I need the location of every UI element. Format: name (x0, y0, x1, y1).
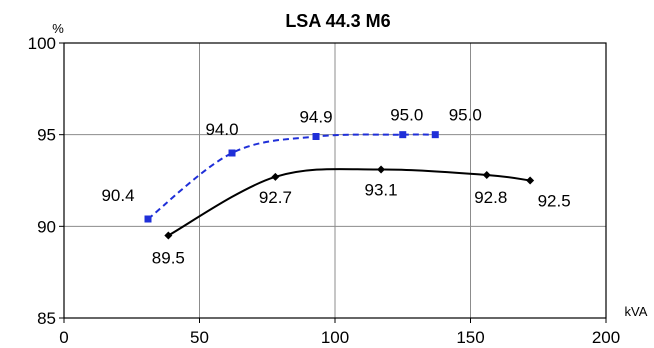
series-2-marker (526, 176, 535, 185)
series-1-marker (431, 131, 439, 139)
data-label: 94.0 (205, 120, 238, 139)
y-tick-label: 100 (28, 34, 56, 53)
series-layer (144, 131, 535, 240)
y-tick-label: 90 (37, 217, 56, 236)
series-2-marker (377, 165, 386, 174)
data-label: 94.9 (299, 108, 332, 127)
data-labels: 90.4 94.0 94.9 95.0 95.0 89.5 92.7 93.1 92.8 92.5 (101, 106, 570, 268)
x-tick-label: 100 (321, 328, 349, 347)
x-tick-label: 150 (456, 328, 484, 347)
data-label: 92.7 (259, 188, 292, 207)
tick-labels: 0 50 100 150 200 85 90 95 100 (28, 34, 621, 347)
y-axis-unit-label: % (52, 21, 64, 36)
series-2-marker (482, 171, 491, 179)
data-label: 89.5 (152, 249, 185, 268)
data-label: 93.1 (365, 181, 398, 200)
x-tick-label: 200 (592, 328, 620, 347)
data-label: 92.5 (538, 192, 571, 211)
series-2-line (167, 168, 531, 237)
data-label: 92.8 (474, 188, 507, 207)
x-tick-label: 50 (190, 328, 209, 347)
series-1-marker (399, 131, 407, 139)
x-axis-unit-label: kVA (625, 304, 648, 319)
y-tick-label: 95 (37, 126, 56, 145)
y-tick-label: 85 (37, 309, 56, 328)
series-2-marker (271, 172, 280, 181)
chart-title: LSA 44.3 M6 (285, 11, 390, 31)
x-tick-label: 0 (59, 328, 68, 347)
series-1-marker (228, 149, 236, 157)
series-2-marker (164, 231, 173, 240)
data-label: 95.0 (390, 106, 423, 125)
series-1-line (147, 133, 436, 220)
series-1-marker (144, 215, 152, 223)
series-1-marker (312, 133, 320, 140)
data-label: 90.4 (101, 186, 134, 205)
data-label: 95.0 (449, 106, 482, 125)
